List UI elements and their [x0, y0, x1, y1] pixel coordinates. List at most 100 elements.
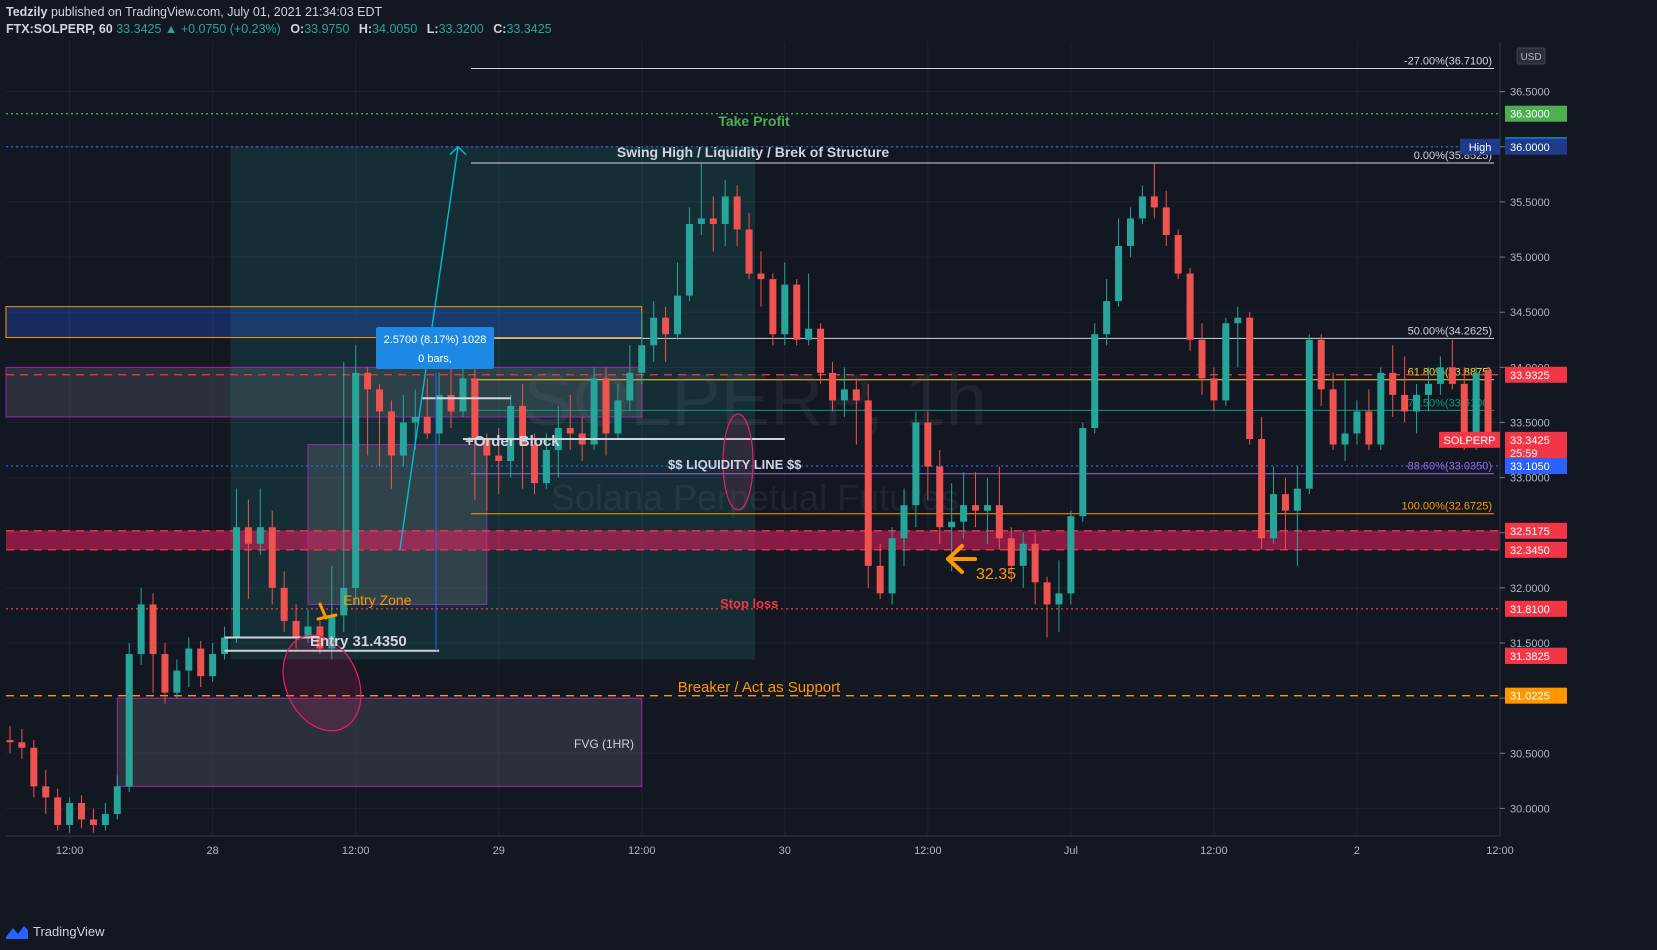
- candle-body: [1472, 372, 1480, 439]
- candle-body: [745, 229, 753, 274]
- order-block-label: +Order Block: [465, 433, 560, 450]
- candle-body: [411, 416, 419, 423]
- fib-level-label: 88.60%(33.0350): [1408, 461, 1492, 473]
- price-label-box[interactable]: [1505, 458, 1567, 475]
- price-tag-box: [1460, 138, 1500, 155]
- publisher-name[interactable]: Tedzily: [6, 5, 48, 19]
- candle-body: [602, 378, 610, 434]
- candle-body: [1067, 516, 1075, 594]
- candle-body: [507, 405, 515, 462]
- brand-name: TradingView: [33, 924, 105, 939]
- candle-body: [280, 587, 288, 621]
- demand-band: [6, 530, 1500, 550]
- candle-body: [614, 400, 622, 434]
- candle-body: [900, 505, 908, 539]
- price-label-box[interactable]: [1505, 431, 1567, 460]
- candle-body: [1281, 494, 1289, 511]
- price-label-box[interactable]: [1505, 366, 1567, 383]
- measure-tooltip-line1: 2.5700 (8.17%) 1028: [384, 334, 487, 346]
- price-change: +0.0750 (+0.23%): [180, 22, 281, 36]
- candle-body: [1138, 196, 1146, 219]
- highlight-ellipse: [722, 413, 754, 511]
- candle-body: [125, 654, 133, 787]
- tradingview-brand[interactable]: TradingView: [6, 924, 105, 939]
- candle-body: [66, 802, 74, 825]
- price-label: 31.8100: [1510, 604, 1550, 616]
- candle-body: [161, 654, 169, 693]
- candle-body: [1150, 196, 1158, 208]
- candle-body: [1079, 427, 1087, 517]
- candle-body: [1031, 543, 1039, 583]
- candle-body: [650, 317, 658, 346]
- candle-body: [912, 422, 920, 506]
- candle-body: [447, 394, 455, 412]
- candle-body: [757, 273, 765, 280]
- candle-body: [864, 400, 872, 566]
- candle-body: [519, 405, 527, 445]
- measure-tooltip: [376, 327, 494, 369]
- candle-body: [721, 196, 729, 224]
- candle-body: [697, 218, 705, 224]
- entry-price-label: Entry 31.4350: [310, 633, 407, 650]
- candle-body: [805, 328, 813, 340]
- candle-body: [1007, 538, 1015, 566]
- symbol-label[interactable]: FTX:SOLPERP, 60: [6, 22, 113, 36]
- candle-body: [1317, 339, 1325, 390]
- close-value: 33.3425: [506, 22, 552, 36]
- currency-badge[interactable]: [1516, 47, 1546, 65]
- annotations: 2.5700 (8.17%) 1028 0 bars, Take Profit Swi…: [224, 113, 1016, 751]
- candle-body: [1401, 394, 1409, 412]
- up-arrow-icon: ▲: [164, 22, 178, 36]
- candle-body: [1103, 301, 1111, 335]
- candle-body: [685, 223, 693, 296]
- candle-body: [840, 389, 848, 401]
- price-label-box[interactable]: [1505, 522, 1567, 539]
- candle-body: [149, 604, 157, 655]
- price-label-box[interactable]: [1505, 138, 1567, 155]
- price-label-box[interactable]: [1505, 105, 1567, 122]
- candle-body: [1341, 433, 1349, 445]
- currency-label: USD: [1520, 52, 1541, 63]
- price-tick-label: 35.0000: [1510, 252, 1550, 264]
- time-tick-label: 2: [1354, 845, 1360, 857]
- candle-body: [387, 411, 395, 456]
- price-axis[interactable]: 30.000030.500031.000031.500032.000032.50…: [1439, 42, 1657, 848]
- candle-body: [924, 422, 932, 467]
- candle-body: [1174, 234, 1182, 274]
- price-label-box[interactable]: [1505, 541, 1567, 558]
- chart-footer: TradingView: [0, 918, 1657, 950]
- horizontal-lines: [6, 113, 1500, 697]
- candle-body: [18, 742, 26, 748]
- candle-body: [244, 527, 252, 544]
- candle-body: [1246, 317, 1254, 439]
- liquidity-line-label: $$ LIQUIDITY LINE $$: [668, 457, 802, 472]
- open-value: 33.9750: [304, 22, 350, 36]
- time-tick-label: 12:00: [1486, 845, 1514, 857]
- price-label: 36.3000: [1510, 109, 1550, 121]
- high-value: 34.0050: [372, 22, 418, 36]
- price-label-box[interactable]: [1505, 647, 1567, 664]
- price-label-box[interactable]: [1505, 600, 1567, 617]
- price-tick-label: 31.5000: [1510, 638, 1550, 650]
- low-label: L:: [426, 22, 439, 36]
- candle-body: [709, 218, 717, 224]
- candle-body: [113, 786, 121, 814]
- time-axis[interactable]: 12:00 28 12:00 29 12:00 30 12:00 Jul 12:00 2 12:00: [6, 835, 1514, 857]
- candle-body: [1377, 372, 1385, 445]
- candle-body: [1413, 394, 1421, 412]
- tradingview-logo-icon: [6, 925, 28, 939]
- candle-body: [626, 372, 634, 401]
- candle-body: [209, 654, 217, 677]
- watermark-symbol: SOLPERP, 1h: [523, 358, 986, 441]
- candle-body: [1126, 218, 1134, 247]
- candlesticks: [6, 163, 1492, 833]
- price-label-box[interactable]: [1505, 687, 1567, 704]
- candle-body: [1365, 411, 1373, 445]
- price-tick-label: 35.5000: [1510, 197, 1550, 209]
- candle-body: [423, 416, 431, 434]
- candle-body: [888, 538, 896, 594]
- candle-body: [1115, 246, 1123, 302]
- time-tick-label: 30: [779, 845, 791, 857]
- candle-body: [1186, 273, 1194, 340]
